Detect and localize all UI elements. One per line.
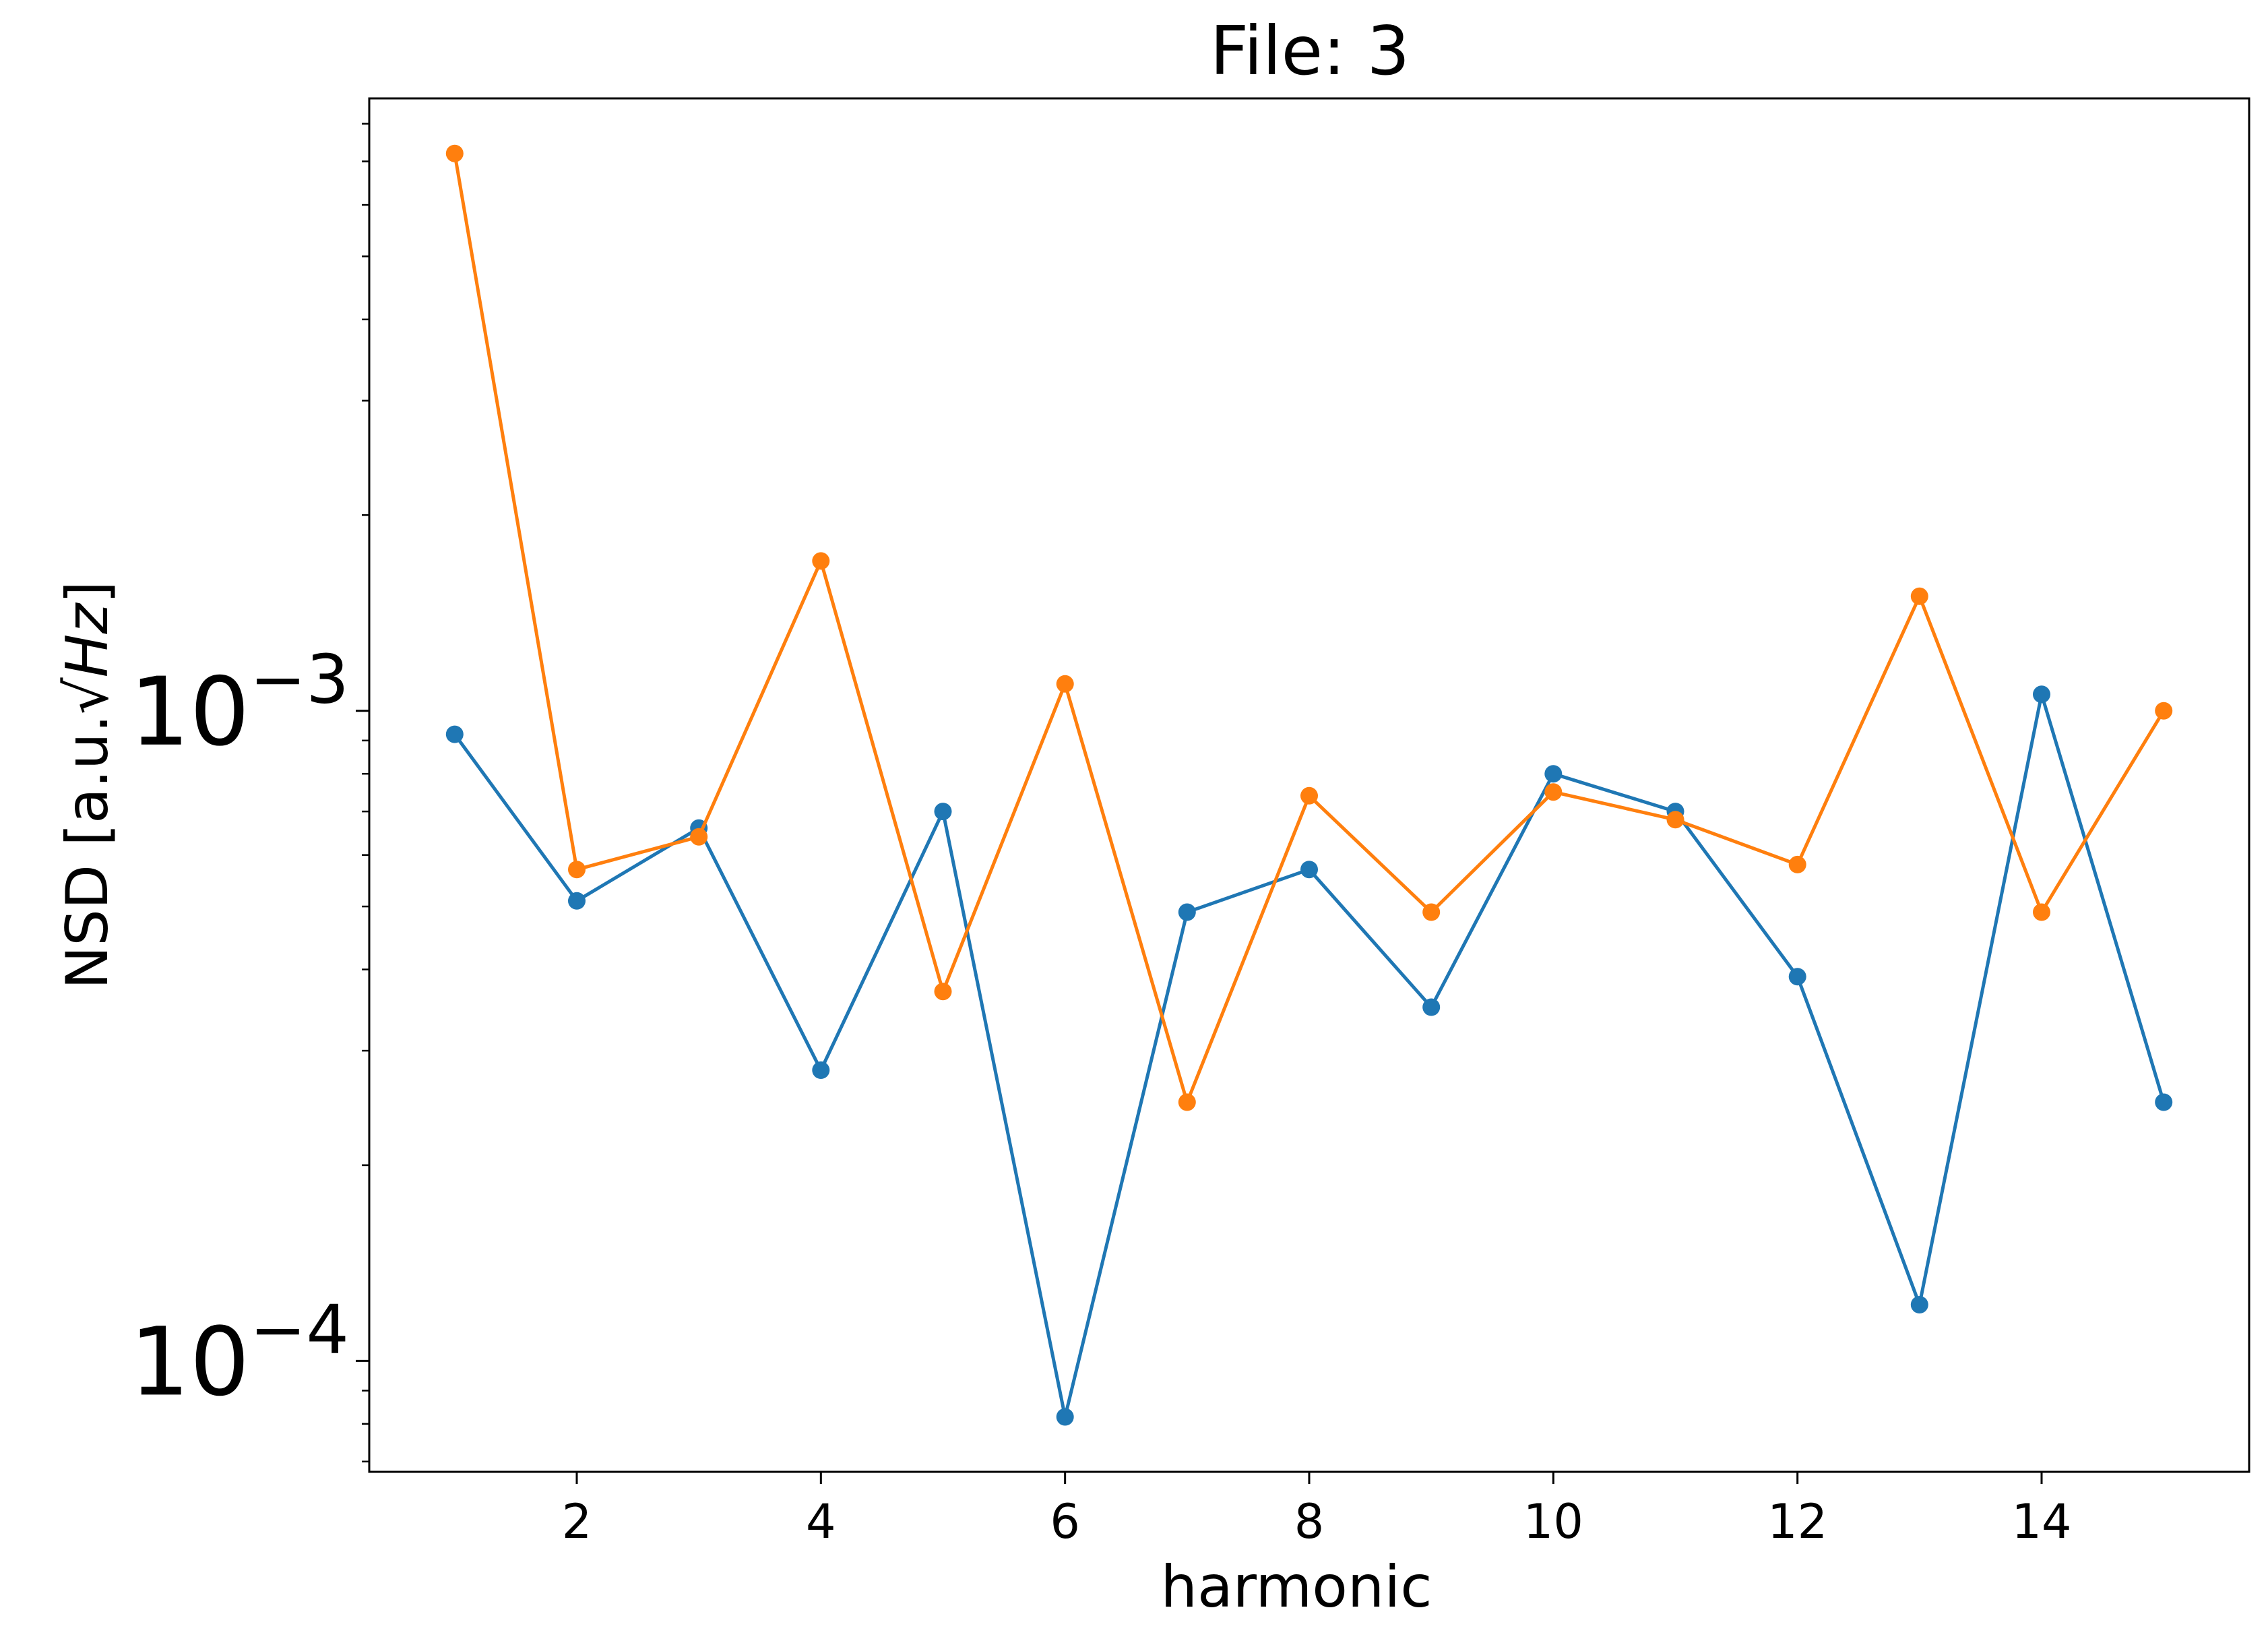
series-2-point-15 <box>2155 702 2173 720</box>
series-1-point-9 <box>1422 998 1441 1016</box>
chart-title: File: 3 <box>1210 11 1410 90</box>
x-tick-label-12: 12 <box>1767 1494 1827 1549</box>
series-2-point-2 <box>568 861 586 879</box>
x-tick-label-4: 4 <box>806 1494 836 1549</box>
series-2-point-4 <box>812 552 830 570</box>
series-1-point-12 <box>1788 968 1806 986</box>
y-tick-label-base: 10 <box>129 658 249 768</box>
y-tick-label-base: 10 <box>129 1307 249 1417</box>
series-2-point-12 <box>1788 855 1806 873</box>
x-tick-label-14: 14 <box>2011 1494 2071 1549</box>
series-2-point-3 <box>690 828 708 846</box>
sqrt-symbol: √ <box>54 677 121 714</box>
series-1-point-14 <box>2033 685 2050 704</box>
series-2-point-13 <box>1910 587 1928 605</box>
y-tick-label: 10−3 <box>129 640 349 768</box>
y-axis-label-text: NSD [a.u. <box>54 714 121 989</box>
series-2-point-1 <box>445 144 464 162</box>
x-tick-label-2: 2 <box>562 1494 592 1549</box>
series-2-point-5 <box>934 983 952 1001</box>
y-tick-label: 10−4 <box>129 1290 349 1417</box>
y-tick-label-exponent: −3 <box>250 640 349 719</box>
series-1-point-1 <box>445 725 464 743</box>
y-tick-label-exponent: −4 <box>250 1290 349 1369</box>
series-1-point-10 <box>1544 765 1563 783</box>
series-2-point-8 <box>1300 786 1318 805</box>
series-1-point-15 <box>2155 1093 2173 1111</box>
series-2-point-11 <box>1666 811 1684 829</box>
y-axis: 10−310−4 <box>129 123 369 1463</box>
series-1-point-6 <box>1056 1408 1074 1426</box>
y-axis-label-close: ] <box>54 581 121 604</box>
series-1-point-13 <box>1910 1296 1928 1313</box>
series-1-point-8 <box>1300 861 1318 879</box>
x-tick-label-8: 8 <box>1294 1494 1325 1549</box>
plot-area <box>445 144 2173 1426</box>
x-tick-label-6: 6 <box>1050 1494 1080 1549</box>
series-1-point-2 <box>568 892 586 910</box>
y-axis-label: NSD [a.u.√Hz] <box>54 581 121 989</box>
svg-text:NSD [a.u.√Hz]: NSD [a.u.√Hz] <box>54 581 121 989</box>
y-axis-label-radicand: Hz <box>54 602 121 678</box>
x-axis: 2 4 6 8 10 12 14 <box>562 1472 2072 1549</box>
series-2-point-9 <box>1422 903 1441 921</box>
series-1-point-7 <box>1178 903 1196 921</box>
series-1-point-4 <box>812 1061 830 1079</box>
series-2-point-14 <box>2033 903 2050 921</box>
x-tick-label-10: 10 <box>1523 1494 1583 1549</box>
series-2-point-7 <box>1178 1093 1196 1111</box>
x-axis-label: harmonic <box>1160 1553 1432 1621</box>
series-1-point-5 <box>934 803 952 821</box>
series-2-point-10 <box>1544 783 1563 801</box>
series-2-point-6 <box>1056 675 1074 693</box>
